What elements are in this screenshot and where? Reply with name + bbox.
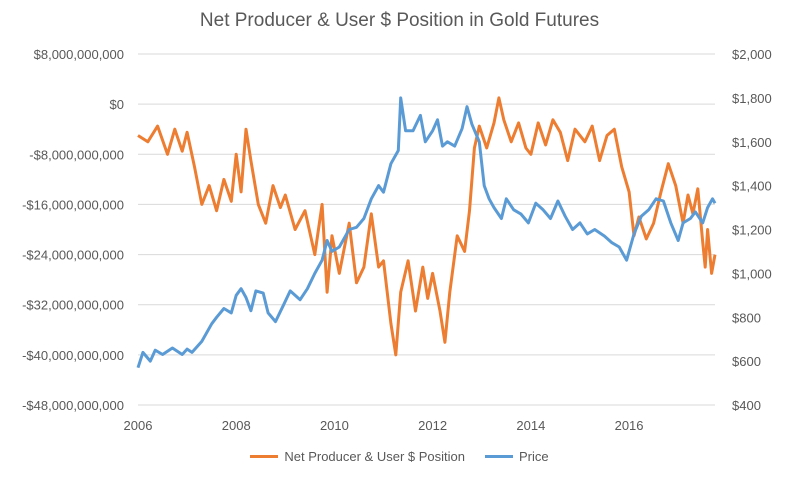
y-right-tick-label: $1,200 [732,223,772,238]
y-left-tick-labels: $8,000,000,000 $0 -$8,000,000,000 -$16,000,… [22,47,124,413]
x-tick-label: 2010 [320,418,349,433]
y-left-tick-label: -$40,000,000,000 [22,348,124,363]
x-tick-label: 2012 [418,418,447,433]
y-right-tick-label: $2,000 [732,47,772,62]
x-tick-label: 2006 [124,418,153,433]
y-left-tick-label: -$8,000,000,000 [29,147,124,162]
legend-item-price: Price [485,449,549,464]
legend-label-price: Price [519,449,549,464]
series-lines [136,96,717,369]
legend-label-net-position: Net Producer & User $ Position [284,449,465,464]
y-left-tick-label: $0 [110,97,124,112]
y-right-tick-label: $1,600 [732,135,772,150]
chart-title: Net Producer & User $ Position in Gold F… [199,10,600,31]
x-tick-label: 2008 [222,418,251,433]
y-right-tick-label: $1,400 [732,179,772,194]
legend-item-net-position: Net Producer & User $ Position [250,449,465,464]
y-right-tick-label: $1,800 [732,91,772,106]
y-left-tick-label: -$16,000,000,000 [22,197,124,212]
y-left-tick-label: -$32,000,000,000 [22,298,124,313]
y-right-tick-labels: $2,000 $1,800 $1,600 $1,400 $1,200 $1,000 $800… [732,47,772,413]
y-right-tick-label: $800 [732,310,761,325]
y-left-tick-label: -$48,000,000,000 [22,398,124,413]
series-line-price [136,96,717,369]
y-left-tick-label: $8,000,000,000 [34,47,124,62]
y-right-tick-label: $400 [732,398,761,413]
gridlines [138,53,715,406]
y-right-tick-label: $1,000 [732,266,772,281]
legend: Net Producer & User $ Position Price [0,449,799,464]
y-right-tick-label: $600 [732,354,761,369]
x-tick-label: 2016 [615,418,644,433]
y-left-tick-label: -$24,000,000,000 [22,248,124,263]
x-tick-labels: 2006 2008 2010 2012 2014 2016 [124,418,644,433]
series-line-net-position [137,96,717,357]
legend-swatch-price [485,455,513,458]
legend-swatch-net-position [250,455,279,458]
x-tick-label: 2014 [516,418,545,433]
